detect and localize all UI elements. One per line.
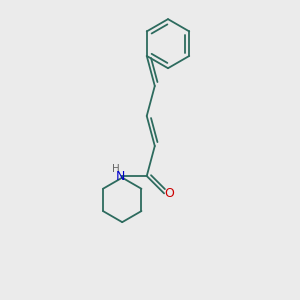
Text: H: H [112, 164, 120, 174]
Text: N: N [116, 169, 125, 182]
Text: O: O [164, 187, 174, 200]
